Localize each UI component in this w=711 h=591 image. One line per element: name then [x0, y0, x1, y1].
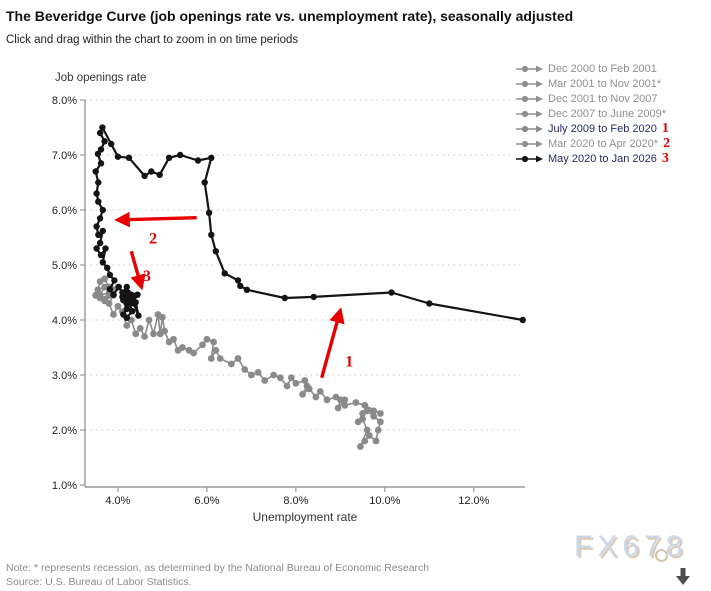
y-tick-label: 4.0% [52, 315, 77, 327]
circle-outline-icon [655, 549, 668, 562]
legend-marker-icon [516, 65, 543, 72]
series-may-2020-to-jan-2026 [92, 124, 526, 324]
axes: 1.0% 2.0% 3.0% 4.0% 5.0% 6.0% 7.0% 8.0% 4.0% 6.0%… [52, 95, 525, 507]
legend-item-may-2020-to-jan-2026[interactable]: May 2020 to Jan 2026 3 [516, 151, 670, 166]
fx678-watermark: FX678 [574, 530, 688, 563]
legend-item-label: July 2009 to Feb 2020 [548, 122, 657, 135]
legend-annotation-number: 2 [663, 135, 671, 151]
x-axis-title: Unemployment rate [252, 510, 358, 524]
page-title: The Beveridge Curve (job openings rate v… [6, 8, 574, 24]
legend-item-label: Mar 2020 to Apr 2020* [548, 137, 659, 150]
legend-item-dec-2007-to-june-2009-[interactable]: Dec 2007 to June 2009* [516, 106, 670, 121]
legend-annotation-number: 3 [661, 150, 669, 166]
y-tick-label: 3.0% [52, 370, 77, 382]
legend-item-label: Dec 2001 to Nov 2007 [548, 92, 658, 105]
legend-item-dec-2001-to-nov-2007[interactable]: Dec 2001 to Nov 2007 [516, 91, 670, 106]
legend-item-label: Dec 2000 to Feb 2001 [548, 62, 657, 75]
legend-marker-icon [516, 95, 543, 102]
annotation-arrows: 1 2 3 [114, 211, 353, 379]
legend-item-label: Dec 2007 to June 2009* [548, 107, 667, 120]
annotation-label-2: 2 [149, 231, 157, 248]
y-tick-label: 8.0% [52, 95, 77, 107]
x-tick-label: 10.0% [369, 495, 400, 507]
legend-marker-icon [516, 125, 543, 132]
recession-note: Note: * represents recession, as determi… [6, 562, 430, 574]
legend-item-mar-2020-to-apr-2020-[interactable]: Mar 2020 to Apr 2020* 2 [516, 136, 670, 151]
x-tick-label: 8.0% [283, 495, 308, 507]
legend-item-dec-2000-to-feb-2001[interactable]: Dec 2000 to Feb 2001 [516, 61, 670, 76]
y-tick-label: 2.0% [52, 425, 77, 437]
legend-item-july-2009-to-feb-2020[interactable]: July 2009 to Feb 2020 1 [516, 121, 670, 136]
legend-marker-icon [516, 140, 543, 147]
x-tick-label: 4.0% [105, 495, 130, 507]
legend-item-label: Mar 2001 to Nov 2001* [548, 77, 662, 90]
scroll-down-icon[interactable] [675, 568, 691, 586]
annotation-label-1: 1 [345, 353, 353, 370]
y-axis-title: Job openings rate [55, 72, 147, 84]
series-july-2009-to-feb-2020 [92, 275, 384, 450]
annotation-label-3: 3 [143, 268, 151, 285]
legend-annotation-number: 1 [661, 120, 669, 136]
x-tick-label: 12.0% [458, 495, 489, 507]
y-tick-label: 6.0% [52, 205, 77, 217]
legend-item-label: May 2020 to Jan 2026 [548, 152, 657, 165]
y-tick-label: 1.0% [52, 480, 77, 492]
y-tick-label: 7.0% [52, 150, 77, 162]
x-tick-label: 6.0% [194, 495, 219, 507]
y-tick-label: 5.0% [52, 260, 77, 272]
legend-marker-icon [516, 80, 543, 87]
source-note: Source: U.S. Bureau of Labor Statistics. [6, 576, 192, 588]
legend-marker-icon [516, 110, 543, 117]
legend-item-mar-2001-to-nov-2001-[interactable]: Mar 2001 to Nov 2001* [516, 76, 670, 91]
chart-legend: Dec 2000 to Feb 2001 Mar 2001 to Nov 2001… [516, 61, 670, 166]
legend-marker-icon [516, 155, 543, 162]
chart-hint-text: Click and drag within the chart to zoom … [6, 34, 299, 46]
